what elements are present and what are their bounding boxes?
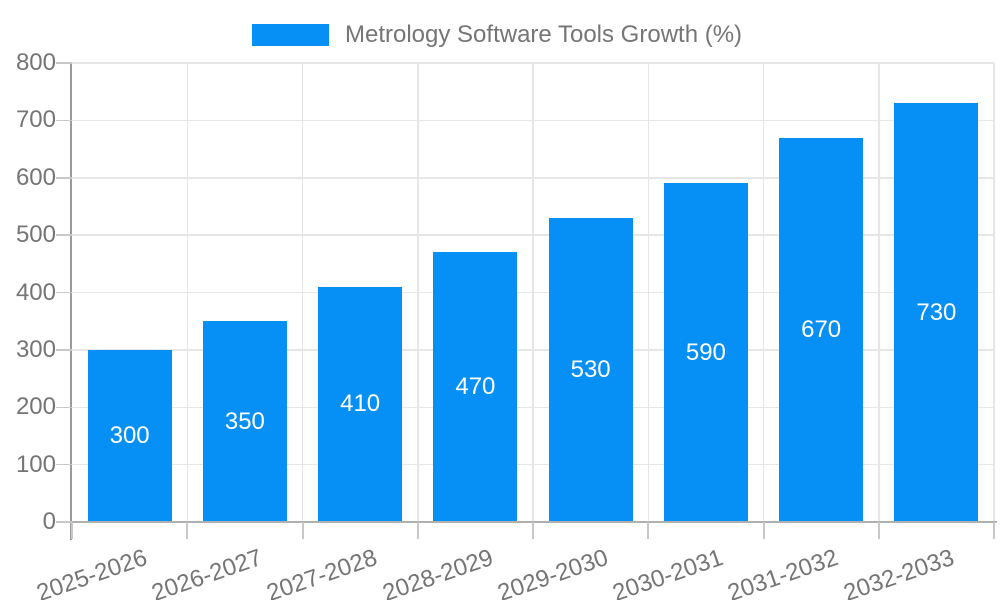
x-tick <box>993 522 995 539</box>
y-tick <box>56 177 72 179</box>
x-tick <box>71 522 73 539</box>
v-gridline <box>762 63 765 522</box>
y-tick <box>56 62 72 64</box>
y-tick <box>56 291 72 294</box>
y-axis-label: 300 <box>15 335 56 363</box>
x-tick <box>532 522 534 539</box>
v-gridline <box>878 63 880 522</box>
y-axis-label: 100 <box>15 450 56 478</box>
y-tick <box>56 234 72 236</box>
y-axis-label: 500 <box>15 221 56 249</box>
bar[interactable] <box>894 103 979 522</box>
bar[interactable] <box>87 349 172 522</box>
x-tick <box>877 522 880 539</box>
x-axis-label: 2032-2033 <box>839 544 958 600</box>
x-axis-label: 2025-2026 <box>33 544 151 600</box>
y-tick <box>56 119 72 122</box>
x-axis-label: 2026-2027 <box>148 544 266 600</box>
y-axis-label: 0 <box>42 508 56 535</box>
bar[interactable] <box>202 321 287 522</box>
y-axis-label: 600 <box>15 163 56 191</box>
y-axis-label: 700 <box>15 106 56 134</box>
bar[interactable] <box>318 286 403 522</box>
y-tick <box>56 406 72 408</box>
legend-item[interactable]: Metrology Software Tools Growth (%) <box>252 21 742 49</box>
v-gridline <box>647 63 649 522</box>
x-axis-label: 2028-2029 <box>378 544 497 600</box>
bar[interactable] <box>548 217 633 522</box>
y-axis-line <box>70 63 72 540</box>
x-tick <box>416 522 419 539</box>
v-gridline <box>417 63 419 522</box>
v-gridline <box>532 63 534 522</box>
x-axis-label: 2031-2032 <box>724 544 842 600</box>
y-axis-label: 800 <box>15 49 56 76</box>
x-tick <box>762 522 765 539</box>
x-axis-label: 2027-2028 <box>263 544 381 600</box>
bar[interactable] <box>779 137 864 522</box>
x-tick <box>647 522 650 539</box>
y-tick <box>56 349 72 351</box>
y-tick <box>56 521 72 523</box>
legend-label: Metrology Software Tools Growth (%) <box>345 21 743 48</box>
legend-swatch <box>252 24 329 46</box>
v-gridline <box>993 63 995 522</box>
y-axis-label: 200 <box>15 393 56 421</box>
v-gridline <box>186 63 188 522</box>
x-tick <box>186 522 189 539</box>
bar[interactable] <box>663 183 748 522</box>
x-axis-label: 2029-2030 <box>494 544 612 600</box>
y-axis-label: 400 <box>15 278 56 306</box>
y-tick <box>56 463 72 466</box>
bar[interactable] <box>433 252 518 522</box>
plot-area: 300 350 410 470 530 590 670 730 <box>72 62 995 522</box>
x-tick <box>301 522 304 539</box>
x-axis-label: 2030-2031 <box>609 544 727 600</box>
v-gridline <box>301 63 304 522</box>
